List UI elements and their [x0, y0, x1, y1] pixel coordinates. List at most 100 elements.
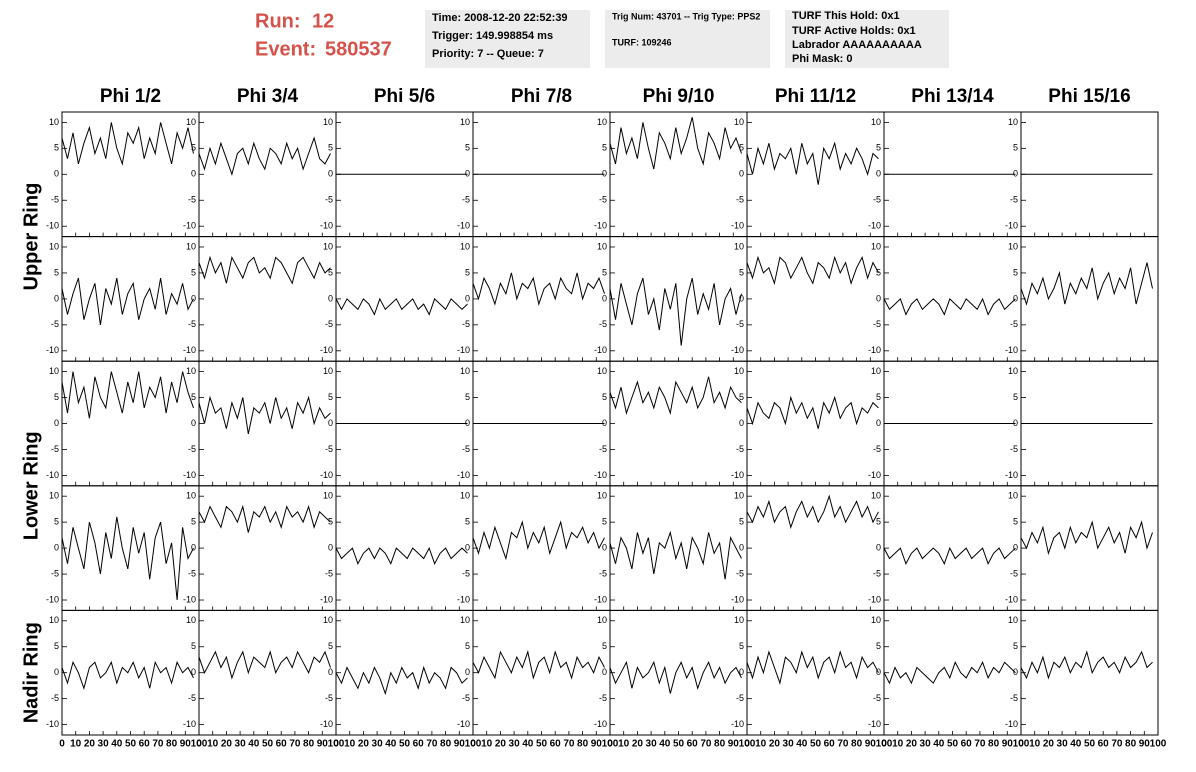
y-tick-label: -10 — [320, 221, 333, 231]
x-tick-label: 50 — [1084, 739, 1096, 750]
y-tick-label: 5 — [602, 143, 607, 153]
waveform — [472, 520, 605, 561]
y-tick-label: 5 — [465, 641, 470, 651]
y-tick-label: -5 — [51, 444, 59, 454]
y-tick-label: 5 — [1013, 641, 1018, 651]
x-tick-label: 90 — [1002, 739, 1014, 750]
y-tick-label: -10 — [183, 470, 196, 480]
x-tick-label: 50 — [536, 739, 548, 750]
plot-frame — [335, 485, 474, 611]
y-tick-label: 10 — [186, 491, 196, 501]
x-tick-label: 10 — [70, 739, 82, 750]
y-tick-label: 0 — [1013, 418, 1018, 428]
x-tick-label: 20 — [358, 739, 370, 750]
y-tick-label: 0 — [191, 542, 196, 552]
y-tick-label: 5 — [191, 267, 196, 277]
y-tick-label: 0 — [465, 542, 470, 552]
y-tick-label: -5 — [462, 319, 470, 329]
info-text: Trig Num: 43701 -- Trig Type: PPS2 — [612, 11, 760, 21]
waveform — [61, 371, 194, 419]
y-tick-label: 10 — [871, 241, 881, 251]
y-tick-label: 0 — [465, 169, 470, 179]
y-tick-label: 10 — [1008, 117, 1018, 127]
y-tick-label: 10 — [734, 117, 744, 127]
waveform — [746, 395, 879, 429]
x-tick-label: 0 — [470, 739, 476, 750]
waveform — [335, 546, 468, 565]
y-tick-label: 0 — [876, 667, 881, 677]
x-tick-label: 10 — [892, 739, 904, 750]
y-tick-label: -5 — [51, 195, 59, 205]
x-tick-label: 40 — [933, 739, 945, 750]
waveform — [61, 516, 194, 601]
y-tick-label: -5 — [599, 568, 607, 578]
x-tick-label: 80 — [303, 739, 315, 750]
y-tick-label: 0 — [602, 293, 607, 303]
y-tick-label: 10 — [597, 117, 607, 127]
info-text: Trigger: 149.998854 ms — [432, 30, 553, 42]
y-tick-label: 5 — [191, 143, 196, 153]
x-tick-label: 30 — [235, 739, 247, 750]
y-tick-label: 0 — [328, 542, 333, 552]
y-tick-label: 5 — [465, 392, 470, 402]
y-tick-label: 5 — [1013, 517, 1018, 527]
x-tick-label: 40 — [522, 739, 534, 750]
x-tick-label: 30 — [509, 739, 521, 750]
y-tick-label: -10 — [46, 594, 59, 604]
x-tick-label: 80 — [577, 739, 589, 750]
event-label: Event: — [255, 38, 316, 60]
y-tick-label: -10 — [320, 594, 333, 604]
plot-frame — [61, 111, 200, 238]
x-tick-label: 30 — [783, 739, 795, 750]
y-tick-label: -10 — [594, 719, 607, 729]
x-tick-label: 100 — [465, 739, 482, 750]
y-tick-label: -5 — [325, 568, 333, 578]
x-tick-label: 10 — [618, 739, 630, 750]
y-tick-label: -10 — [46, 719, 59, 729]
y-tick-label: 10 — [1008, 615, 1018, 625]
y-tick-label: 0 — [54, 293, 59, 303]
x-tick-label: 80 — [440, 739, 452, 750]
y-tick-label: -10 — [183, 719, 196, 729]
plot-frame — [883, 609, 1022, 736]
plot-frame — [746, 111, 885, 238]
y-tick-label: -10 — [46, 221, 59, 231]
waveform — [883, 661, 1016, 685]
y-tick-label: -5 — [1010, 568, 1018, 578]
info-text: TURF: 109246 — [612, 37, 672, 47]
x-tick-label: 30 — [1057, 739, 1069, 750]
plot-frame — [883, 236, 1022, 362]
waveform — [746, 255, 879, 286]
y-tick-label: 5 — [602, 517, 607, 527]
y-tick-label: -10 — [457, 221, 470, 231]
row-title: Upper Ring — [20, 183, 42, 291]
y-tick-label: 0 — [54, 418, 59, 428]
x-tick-label: 100 — [328, 739, 345, 750]
y-tick-label: 5 — [1013, 392, 1018, 402]
x-tick-label: 20 — [1043, 739, 1055, 750]
plot-frame — [198, 485, 337, 611]
y-tick-label: -5 — [599, 195, 607, 205]
waveform — [609, 277, 742, 346]
info-text: TURF Active Holds: 0x1 — [792, 25, 916, 37]
y-tick-label: 5 — [739, 392, 744, 402]
x-tick-label: 50 — [399, 739, 411, 750]
x-tick-label: 20 — [769, 739, 781, 750]
y-tick-label: 5 — [328, 143, 333, 153]
column-title: Phi 1/2 — [100, 86, 161, 107]
y-tick-label: 10 — [1008, 366, 1018, 376]
y-tick-label: 10 — [597, 241, 607, 251]
y-tick-label: -10 — [183, 594, 196, 604]
waveform — [746, 650, 879, 685]
info-text: Labrador AAAAAAAAAA — [792, 39, 922, 51]
y-tick-label: 10 — [323, 241, 333, 251]
y-tick-label: -10 — [457, 719, 470, 729]
y-tick-label: 5 — [876, 517, 881, 527]
y-tick-label: 5 — [54, 641, 59, 651]
plot-frame — [609, 236, 748, 362]
y-tick-label: 5 — [602, 392, 607, 402]
column-title: Phi 13/14 — [911, 86, 994, 107]
y-tick-label: -5 — [51, 319, 59, 329]
y-tick-label: 0 — [602, 667, 607, 677]
x-tick-label: 50 — [673, 739, 685, 750]
